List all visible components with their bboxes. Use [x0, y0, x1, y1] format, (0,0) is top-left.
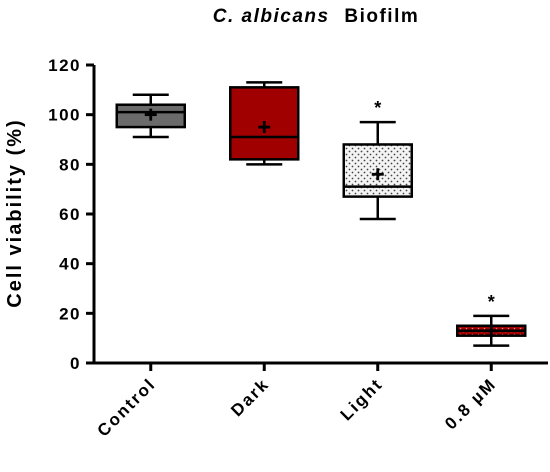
box-2	[229, 81, 300, 166]
y-tick-label: 100	[48, 106, 81, 125]
boxes: **	[115, 81, 527, 347]
box-4: *	[456, 292, 527, 347]
box-3: *	[342, 98, 413, 221]
significance-star: *	[488, 292, 495, 312]
x-tick-label: Light	[337, 374, 387, 424]
x-tick-label: Dark	[227, 374, 273, 420]
y-ticks: 0 20 40 60 80 100 120	[48, 56, 94, 373]
significance-star: *	[374, 98, 381, 118]
x-ticks: Control Dark Light 0.8 µM	[94, 363, 500, 440]
x-tick-label: 0.8 µM	[441, 374, 500, 433]
y-tick-label: 0	[70, 354, 81, 373]
y-tick-label: 120	[48, 56, 81, 75]
y-axis-label: Cell viability (%)	[4, 118, 26, 307]
y-tick-label: 40	[59, 255, 81, 274]
box-1	[115, 93, 186, 139]
chart-title: C. albicans Biofilm	[213, 6, 420, 27]
y-tick-label: 60	[59, 205, 81, 224]
x-tick-label: Control	[94, 374, 160, 440]
chart-title-rest: Biofilm	[344, 6, 419, 27]
y-tick-label: 20	[59, 304, 81, 323]
y-tick-label: 80	[59, 155, 81, 174]
chart-title-italic: C. albicans	[213, 6, 330, 27]
